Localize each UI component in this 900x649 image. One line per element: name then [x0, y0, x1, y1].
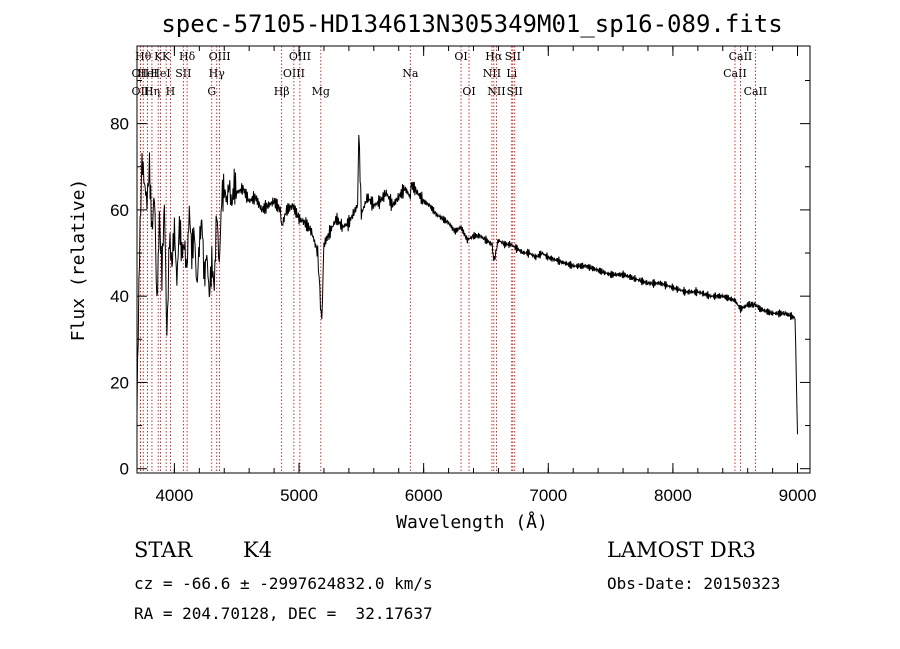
line-mark-label: Li: [506, 67, 517, 80]
y-tick-label: 0: [120, 460, 129, 479]
line-mark-label: OIII: [209, 50, 231, 63]
y-tick-label: 60: [110, 201, 129, 220]
line-mark-label: Hδ: [179, 50, 196, 63]
x-tick-label: 8000: [654, 486, 692, 505]
x-tick-label: 6000: [405, 486, 443, 505]
line-mark-label: G: [207, 85, 216, 98]
line-mark-label: Hβ: [274, 85, 290, 98]
line-mark-label: Hη: [144, 85, 160, 98]
x-tick-label: 7000: [529, 486, 567, 505]
redshift-line: cz = -66.6 ± -2997624832.0 km/s: [134, 574, 433, 593]
line-mark-label: SII: [507, 85, 523, 98]
line-mark-label: CaII: [729, 50, 753, 63]
line-mark-label: K: [154, 50, 163, 63]
x-axis-label: Wavelength (Å): [396, 511, 548, 533]
x-tick-label: 5000: [280, 486, 318, 505]
line-mark-label: SII: [175, 67, 191, 80]
line-mark-label: CaII: [744, 85, 768, 98]
survey-name: LAMOST DR3: [607, 538, 756, 562]
line-mark-label: OI: [454, 50, 467, 63]
observation-date: Obs-Date: 20150323: [607, 574, 781, 593]
object-class: STAR: [134, 538, 193, 562]
line-mark-label: Na: [402, 67, 419, 80]
line-mark-label: OIII: [283, 67, 305, 80]
y-axis-label: Flux (relative): [68, 179, 89, 342]
line-mark-label: OIII: [289, 50, 311, 63]
line-mark-label: OII: [132, 67, 150, 80]
line-mark-label: HeI: [137, 67, 157, 80]
axis-ticks: 4000 5000 6000 7000 8000 9000 0 20 40 60 80: [110, 46, 816, 505]
x-tick-label: 9000: [779, 486, 817, 505]
line-mark-label: NII: [487, 85, 505, 98]
x-tick-label: 4000: [155, 486, 193, 505]
y-tick-label: 20: [110, 373, 129, 392]
line-mark-label: Hα: [485, 50, 503, 63]
line-mark-label: CaII: [723, 67, 747, 80]
line-mark-label: SII: [505, 50, 521, 63]
plot-frame: [136, 45, 811, 474]
line-mark-label: K: [162, 50, 171, 63]
line-mark-label: Hγ: [209, 67, 226, 80]
line-mark-label: H: [166, 85, 176, 98]
chart-title: spec-57105-HD134613N305349M01_sp16-089.f…: [161, 10, 782, 38]
spectrum-line: [136, 134, 798, 435]
line-mark-label: Mg: [312, 85, 330, 98]
line-mark-label: Hθ: [135, 50, 152, 63]
spectral-line-markers: OII OII Hθ HeI Hη K HeI K H SII Hδ G Hγ OIII Hβ OIII OII…: [132, 46, 768, 473]
y-tick-label: 80: [110, 115, 129, 134]
object-subclass: K4: [243, 538, 273, 562]
line-mark-label: OI: [462, 85, 475, 98]
line-mark-label: NII: [483, 67, 501, 80]
y-tick-label: 40: [110, 287, 129, 306]
coordinates-line: RA = 204.70128, DEC = 32.17637: [134, 604, 433, 623]
line-mark-label: HeI: [150, 67, 170, 80]
line-mark-label: OII: [132, 85, 150, 98]
